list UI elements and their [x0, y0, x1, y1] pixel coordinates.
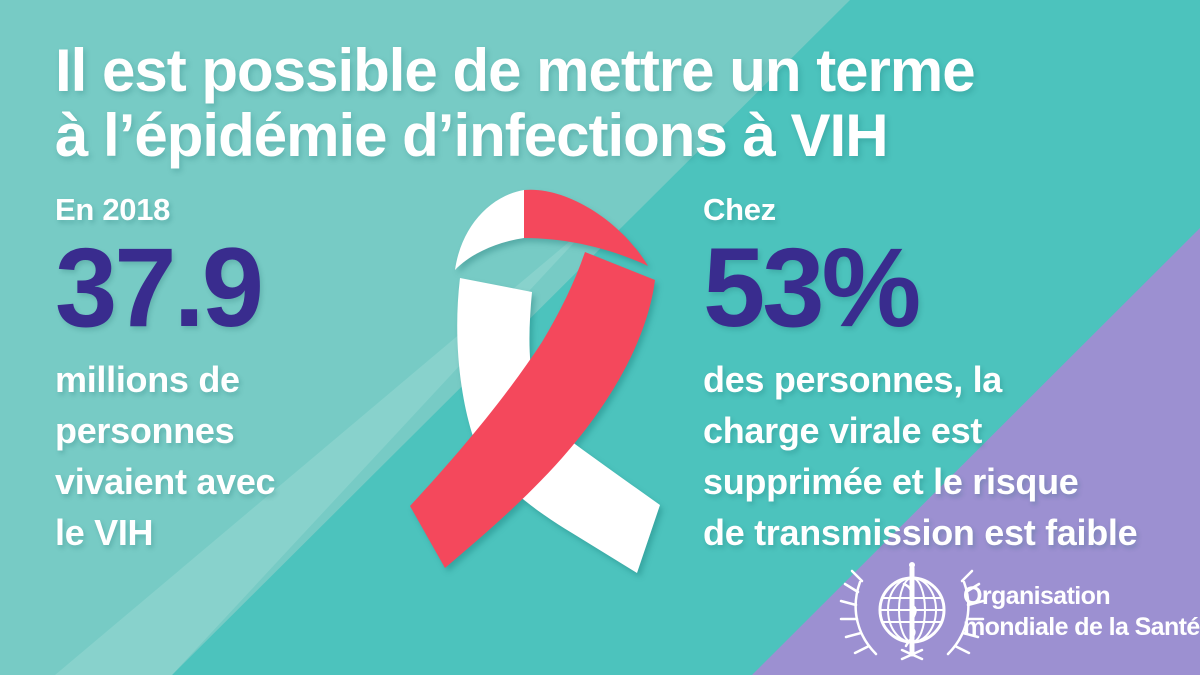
light-diagonal-panel: [0, 0, 850, 675]
who-emblem-icon: [839, 562, 985, 661]
stat-right-description-line: des personnes, la: [703, 359, 1003, 400]
stat-left-description-line: millions de: [55, 359, 240, 400]
stat-left-description-line: vivaient avec: [55, 461, 276, 502]
stat-left-description: millions de personnes vivaient avec le V…: [55, 354, 395, 558]
stat-left-intro: En 2018: [55, 192, 171, 227]
stat-right-description-line: charge virale est: [703, 410, 983, 451]
title-line-1: Il est possible de mettre un terme: [55, 37, 976, 104]
ribbon-arc-white: [455, 190, 524, 270]
stat-right-intro: Chez: [703, 192, 776, 227]
who-logo-text-line2: mondiale de la Santé: [963, 613, 1200, 641]
stat-left-value: 37.9: [55, 225, 264, 350]
stat-right-description-line: supprimée et le risque: [703, 461, 1079, 502]
page-title: Il est possible de mettre un terme à l’é…: [55, 38, 1155, 168]
who-logo-text-line1: Organisation: [963, 582, 1111, 610]
title-line-2: à l’épidémie d’infections à VIH: [55, 102, 889, 169]
stat-left-description-line: personnes: [55, 410, 235, 451]
stat-right-value: 53%: [703, 225, 921, 350]
who-logo: Organisation mondiale de la Santé: [963, 581, 1200, 643]
stat-left-description-line: le VIH: [55, 512, 154, 553]
stat-right: Chez 53% des personnes, la charge virale…: [703, 192, 1173, 558]
ribbon-red-band: [410, 252, 655, 568]
purple-corner-triangle: [752, 228, 1200, 675]
awareness-ribbon-icon: [410, 189, 660, 573]
stat-left: En 2018 37.9 millions de personnes vivai…: [55, 192, 395, 558]
stat-right-description-line: de transmission est faible: [703, 512, 1138, 553]
ribbon-arc-red: [524, 189, 648, 266]
stat-right-description: des personnes, la charge virale est supp…: [703, 354, 1173, 558]
ribbon-white-band: [457, 278, 660, 573]
